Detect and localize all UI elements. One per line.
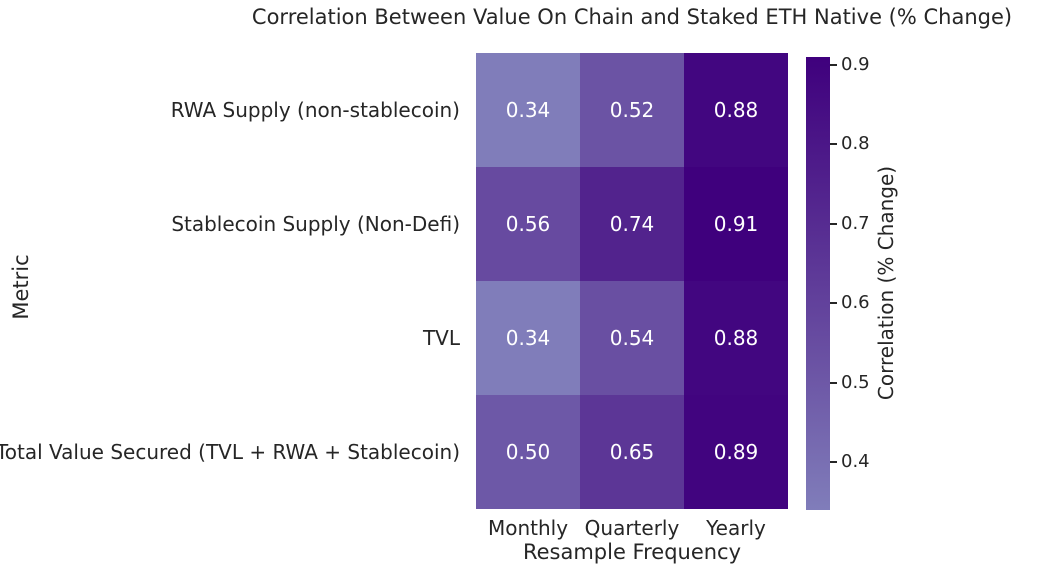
heatmap-cell: 0.56 — [476, 167, 580, 281]
y-tick-labels: RWA Supply (non-stablecoin) Stablecoin Su… — [0, 53, 460, 509]
heatmap-grid: 0.34 0.52 0.88 0.56 0.74 0.91 0.34 0.54 0.88 0.50… — [476, 53, 788, 509]
y-tick-label: Stablecoin Supply (Non-Defi) — [171, 212, 460, 236]
chart-title: Correlation Between Value On Chain and S… — [251, 5, 1013, 29]
heatmap-cell: 0.89 — [684, 395, 788, 509]
x-tick-labels: Monthly Quarterly Yearly — [476, 517, 788, 539]
colorbar-tick-mark — [830, 381, 837, 384]
colorbar-tick-mark — [830, 222, 837, 225]
colorbar-tick-label: 0.4 — [841, 451, 870, 473]
y-tick-label: Total Value Secured (TVL + RWA + Stablec… — [0, 440, 460, 464]
heatmap-cell: 0.65 — [580, 395, 684, 509]
colorbar-tick-label: 0.8 — [841, 133, 870, 155]
heatmap-cell: 0.54 — [580, 281, 684, 395]
heatmap-cell: 0.34 — [476, 281, 580, 395]
heatmap-cell: 0.88 — [684, 53, 788, 167]
colorbar-tick-label: 0.9 — [841, 54, 870, 76]
x-axis-label: Resample Frequency — [522, 540, 742, 564]
colorbar — [806, 57, 830, 510]
colorbar-tick-mark — [830, 461, 837, 464]
colorbar-tick-mark — [830, 63, 837, 66]
heatmap-cell: 0.74 — [580, 167, 684, 281]
x-tick-label: Monthly — [487, 516, 569, 540]
colorbar-tick-mark — [830, 302, 837, 305]
heatmap-cell: 0.50 — [476, 395, 580, 509]
heatmap-cell: 0.91 — [684, 167, 788, 281]
colorbar-tick-mark — [830, 143, 837, 146]
x-tick-label: Quarterly — [584, 516, 680, 540]
colorbar-tick-label: 0.7 — [841, 212, 870, 234]
y-tick-label: TVL — [422, 326, 460, 350]
heatmap-cell: 0.88 — [684, 281, 788, 395]
heatmap-cell: 0.34 — [476, 53, 580, 167]
heatmap-cell: 0.52 — [580, 53, 684, 167]
colorbar-tick-label: 0.6 — [841, 292, 870, 314]
colorbar-tick-label: 0.5 — [841, 371, 870, 393]
x-tick-label: Yearly — [706, 516, 766, 540]
y-tick-label: RWA Supply (non-stablecoin) — [170, 98, 460, 122]
colorbar-label: Correlation (% Change) — [874, 165, 898, 401]
